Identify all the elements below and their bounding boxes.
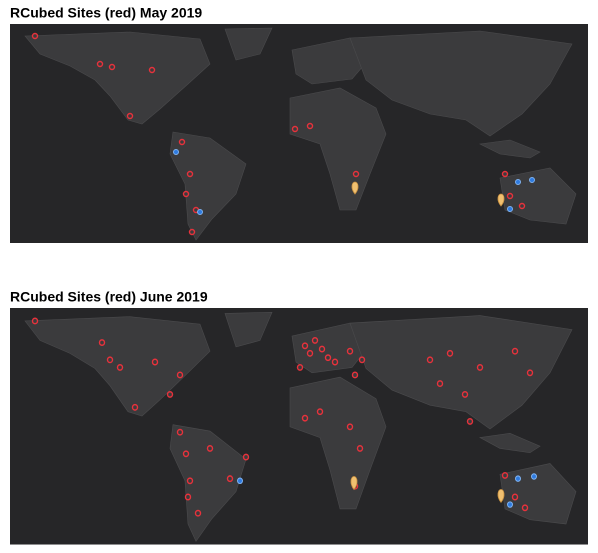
site-markers xyxy=(31,317,537,517)
world-map xyxy=(9,23,589,244)
map-title: RCubed Sites (red) June 2019 xyxy=(10,289,208,305)
world-map xyxy=(9,307,589,545)
map-title: RCubed Sites (red) May 2019 xyxy=(10,5,202,21)
site-markers xyxy=(31,32,535,236)
map-panel: RCubed Sites (red) June 2019 xyxy=(9,289,589,545)
map-panel: RCubed Sites (red) May 2019 xyxy=(9,5,589,244)
